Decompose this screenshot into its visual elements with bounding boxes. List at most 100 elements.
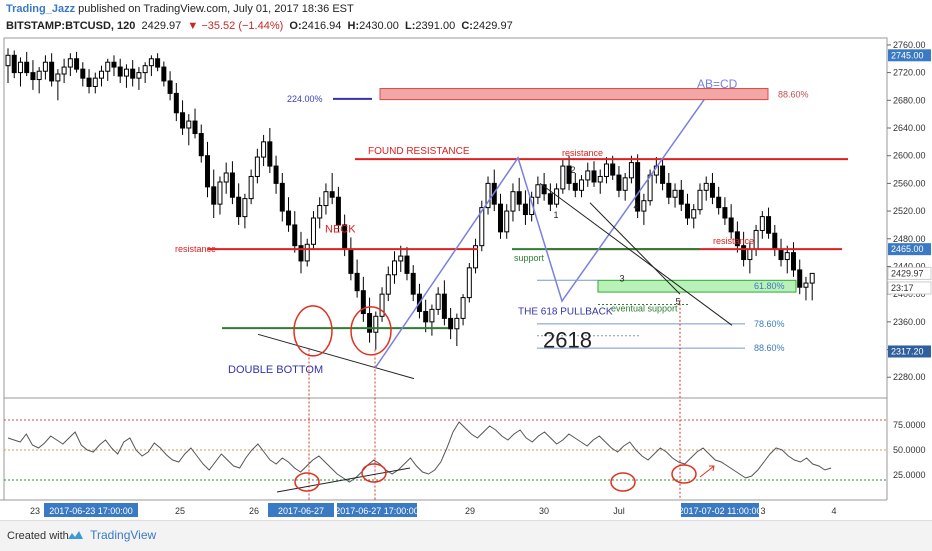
candle-body [392,260,398,276]
candle-body [167,80,173,94]
candle-body [242,198,248,218]
candle-body [61,66,67,75]
open-label: O: [289,20,302,32]
time-highlight-label: 2017-06-27 17:00:00 [335,506,419,516]
y-tick-label: 2680.00 [893,95,926,105]
candle-body [547,193,553,205]
y-tick-label: 2440.00 [893,261,926,271]
candle-body [105,61,111,72]
wave-channel-lower [539,182,733,326]
y-tick-label: 2520.00 [893,206,926,216]
candle-body [223,172,229,183]
candle-body [741,245,747,261]
high-label: H: [347,20,360,32]
candle-body [36,70,42,81]
price-tag-label: 2429.97 [891,268,924,278]
time-highlight-label: 2017-07-02 11:00:00 [679,506,762,516]
fib-786-label: 78.60% [754,319,785,329]
y-tick-label: 2280.00 [893,372,926,382]
price-chart[interactable]: 2280.002320.002360.002400.002440.002480.… [0,0,932,520]
candle-body [99,70,105,79]
publish-text: published on TradingView.com, July 01, 2… [78,3,354,15]
resistance-label-right: resistance [713,236,754,246]
time-highlight-label: 2017-06-23 17:00:00 [49,506,133,516]
candle-body [292,224,298,247]
candle-body [254,156,260,177]
y-tick-label: 2560.00 [893,178,926,188]
candle-body [348,248,354,274]
candle-body [504,210,510,233]
candle-body [572,182,578,191]
wave-label: 1 [553,210,558,220]
candle-body [734,231,740,247]
close-label: C: [461,20,473,32]
tradingview-brand[interactable]: TradingView [66,528,156,542]
candle-body [111,61,117,68]
candle-body [766,216,772,234]
rsi-circle [610,472,636,492]
open-value: 2416.94 [301,20,342,32]
candle-body [497,203,503,233]
fib-886-label: 88.60% [754,343,785,353]
eventual-support-label: eventual support [611,303,678,313]
candle-body [410,272,416,295]
candle-body [404,255,410,274]
candle-body [423,310,429,323]
candle-body [267,141,273,167]
x-tick-label: 30 [539,506,549,516]
support-label: support [514,253,545,263]
wave-label: 3 [619,274,624,284]
candle-body [55,73,61,82]
footer: Created with TradingView [0,520,932,551]
candle-body [441,293,447,319]
candle-body [778,248,784,261]
candle-body [479,207,485,247]
candle-body [161,66,167,82]
abcd-pattern [374,90,711,369]
candle-body [385,274,391,295]
close-value: 2429.97 [472,20,513,32]
candle-body [709,182,715,198]
wave-channel-upper [589,202,681,295]
x-tick-label: 26 [249,506,259,516]
candle-body [660,165,666,184]
double-bottom-label: DOUBLE BOTTOM [228,364,323,376]
candle-body [603,163,609,177]
price-tag-label: 2745.00 [891,50,924,60]
candle-body [510,191,516,212]
candle-body [360,290,366,315]
fib-618-zone [597,279,797,293]
candle-body [329,191,335,198]
candle-body [123,68,129,77]
y-tick-label: 2760.00 [893,40,926,50]
candle-body [279,182,285,212]
candle-body [42,61,48,72]
price-tag [887,281,932,295]
candle-body [616,174,622,191]
time-highlight-tag [337,503,417,517]
candle-body [67,58,73,68]
double-bottom-trendline [257,333,415,380]
x-tick-label: Jul [613,506,625,516]
candle-body [354,272,360,292]
candle-body [753,229,759,250]
x-tick-label: 3 [760,506,765,516]
candle-body [317,205,323,219]
price-tag [888,49,931,62]
candle-body [790,252,796,271]
candle-body [803,282,809,288]
resistance-label-top: resistance [562,148,603,158]
rsi-line [7,421,832,483]
author-link[interactable]: Trading_Jazz [6,3,76,15]
candle-body [192,120,198,135]
candle-body [522,203,528,216]
candle-body [784,252,790,261]
price-tag-label: 2465.00 [891,244,924,254]
price-change: ▼ −35.52 (−1.44%) [187,20,284,32]
y-tick-label: 2600.00 [893,151,926,161]
symbol-label[interactable]: BITSTAMP:BTCUSD, 120 [6,20,136,32]
rsi-circle [294,472,320,492]
wave-label: 2 [570,165,575,175]
candle-body [204,155,210,188]
candle-body [286,210,292,226]
